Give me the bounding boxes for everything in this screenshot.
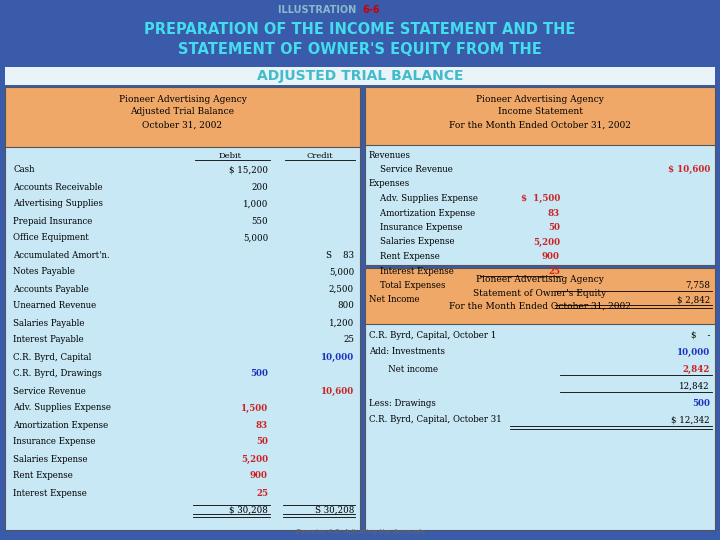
Text: C.R. Byrd, Capital, October 1: C.R. Byrd, Capital, October 1 <box>369 330 496 340</box>
Bar <box>5 87 360 530</box>
Text: $    -: $ - <box>690 330 710 340</box>
Text: S 30,208: S 30,208 <box>315 505 354 515</box>
Text: 12,842: 12,842 <box>680 381 710 390</box>
Text: Rent Expense: Rent Expense <box>369 252 440 261</box>
Text: For the Month Ended October 31, 2002: For the Month Ended October 31, 2002 <box>449 120 631 130</box>
Text: 50: 50 <box>548 223 560 232</box>
Text: 25: 25 <box>548 267 560 275</box>
Text: 10,600: 10,600 <box>320 387 354 395</box>
Bar <box>365 87 715 145</box>
Text: 25: 25 <box>343 335 354 345</box>
Text: C.R. Byrd, Drawings: C.R. Byrd, Drawings <box>13 369 102 379</box>
Text: Accumulated Amort'n.: Accumulated Amort'n. <box>13 251 109 260</box>
Text: $ 15,200: $ 15,200 <box>229 165 268 174</box>
Text: C.R. Byrd, Capital, October 31: C.R. Byrd, Capital, October 31 <box>369 415 502 424</box>
Text: Less: Drawings: Less: Drawings <box>369 399 436 408</box>
Text: $ 2,842: $ 2,842 <box>677 295 710 305</box>
Text: 6-6: 6-6 <box>362 5 379 15</box>
Text: Salaries Expense: Salaries Expense <box>369 238 454 246</box>
Text: Service Revenue: Service Revenue <box>13 387 86 395</box>
Text: 500: 500 <box>692 399 710 408</box>
Text: 1,200: 1,200 <box>329 319 354 327</box>
Text: Statement of Owner's Equity: Statement of Owner's Equity <box>473 288 607 298</box>
Text: ADJUSTED TRIAL BALANCE: ADJUSTED TRIAL BALANCE <box>257 69 463 83</box>
Text: Debit: Debit <box>218 152 241 160</box>
Text: Unearned Revenue: Unearned Revenue <box>13 301 96 310</box>
Bar <box>5 87 360 147</box>
Text: 1,000: 1,000 <box>243 199 268 208</box>
Bar <box>365 268 715 324</box>
Bar <box>0 0 720 80</box>
Text: 1,500: 1,500 <box>240 403 268 413</box>
Text: Interest Expense: Interest Expense <box>13 489 87 497</box>
Text: Prepaid Insurance: Prepaid Insurance <box>13 217 92 226</box>
Text: 900: 900 <box>542 252 560 261</box>
Text: Accounts Payable: Accounts Payable <box>13 285 89 294</box>
Text: 500: 500 <box>250 369 268 379</box>
Text: Interest Payable: Interest Payable <box>13 335 84 345</box>
Text: $ 12,342: $ 12,342 <box>671 415 710 424</box>
Text: Revenues: Revenues <box>369 151 411 159</box>
Text: Interest Expense: Interest Expense <box>369 267 454 275</box>
Text: 5,200: 5,200 <box>533 238 560 246</box>
Text: Accounts Receivable: Accounts Receivable <box>13 183 103 192</box>
Text: 10,000: 10,000 <box>320 353 354 361</box>
Text: Advertising Supplies: Advertising Supplies <box>13 199 103 208</box>
Text: 25: 25 <box>256 489 268 497</box>
Text: 800: 800 <box>337 301 354 310</box>
Text: STATEMENT OF OWNER'S EQUITY FROM THE: STATEMENT OF OWNER'S EQUITY FROM THE <box>178 42 542 57</box>
Text: Net income: Net income <box>369 364 438 374</box>
Text: S    83: S 83 <box>326 251 354 260</box>
Text: Exercise 4-8: Adjusting the Accounts: Exercise 4-8: Adjusting the Accounts <box>295 529 425 535</box>
Text: Income Statement: Income Statement <box>498 107 582 117</box>
Text: Net Income: Net Income <box>369 295 420 305</box>
Text: 5,200: 5,200 <box>241 455 268 463</box>
Text: Amortization Expense: Amortization Expense <box>13 421 108 429</box>
Text: 83: 83 <box>548 208 560 218</box>
Text: For the Month Ended October 31, 2002: For the Month Ended October 31, 2002 <box>449 301 631 310</box>
Text: ILLUSTRATION: ILLUSTRATION <box>279 5 360 15</box>
Text: $ 10,600: $ 10,600 <box>667 165 710 174</box>
Text: October 31, 2002: October 31, 2002 <box>143 120 222 130</box>
Bar <box>365 268 715 530</box>
Text: 50: 50 <box>256 437 268 447</box>
Text: Total Expenses: Total Expenses <box>369 281 446 290</box>
Text: 900: 900 <box>250 471 268 481</box>
Text: 10,000: 10,000 <box>677 348 710 356</box>
Text: Cash: Cash <box>13 165 35 174</box>
Bar <box>365 87 715 265</box>
Text: 550: 550 <box>251 217 268 226</box>
Text: Notes Payable: Notes Payable <box>13 267 75 276</box>
Text: PREPARATION OF THE INCOME STATEMENT AND THE: PREPARATION OF THE INCOME STATEMENT AND … <box>144 23 576 37</box>
Text: Credit: Credit <box>307 152 333 160</box>
Text: Adjusted Trial Balance: Adjusted Trial Balance <box>130 107 235 117</box>
Text: Salaries Expense: Salaries Expense <box>13 455 88 463</box>
Text: 7,758: 7,758 <box>685 281 710 290</box>
Text: 5,000: 5,000 <box>243 233 268 242</box>
Text: Service Revenue: Service Revenue <box>369 165 453 174</box>
Text: Pioneer Advertising Agency: Pioneer Advertising Agency <box>476 94 604 104</box>
Text: Office Equipment: Office Equipment <box>13 233 89 242</box>
Text: Insurance Expense: Insurance Expense <box>369 223 462 232</box>
Text: $  1,500: $ 1,500 <box>521 194 560 203</box>
Text: 83: 83 <box>256 421 268 429</box>
Text: Pioneer Advertising Agency: Pioneer Advertising Agency <box>119 94 246 104</box>
Text: 5,000: 5,000 <box>329 267 354 276</box>
Text: C.R. Byrd, Capital: C.R. Byrd, Capital <box>13 353 91 361</box>
Text: Salaries Payable: Salaries Payable <box>13 319 84 327</box>
Text: 2,842: 2,842 <box>683 364 710 374</box>
Text: 200: 200 <box>251 183 268 192</box>
Text: Rent Expense: Rent Expense <box>13 471 73 481</box>
Text: 2,500: 2,500 <box>329 285 354 294</box>
Text: Expenses: Expenses <box>369 179 410 188</box>
Text: $ 30,208: $ 30,208 <box>229 505 268 515</box>
Text: Pioneer Advertising Agency: Pioneer Advertising Agency <box>476 275 604 285</box>
Text: Insurance Expense: Insurance Expense <box>13 437 96 447</box>
Text: Adv. Supplies Expense: Adv. Supplies Expense <box>13 403 111 413</box>
Text: Adv. Supplies Expense: Adv. Supplies Expense <box>369 194 478 203</box>
Text: Add: Investments: Add: Investments <box>369 348 445 356</box>
Text: Amortization Expense: Amortization Expense <box>369 208 475 218</box>
Bar <box>5 67 715 85</box>
